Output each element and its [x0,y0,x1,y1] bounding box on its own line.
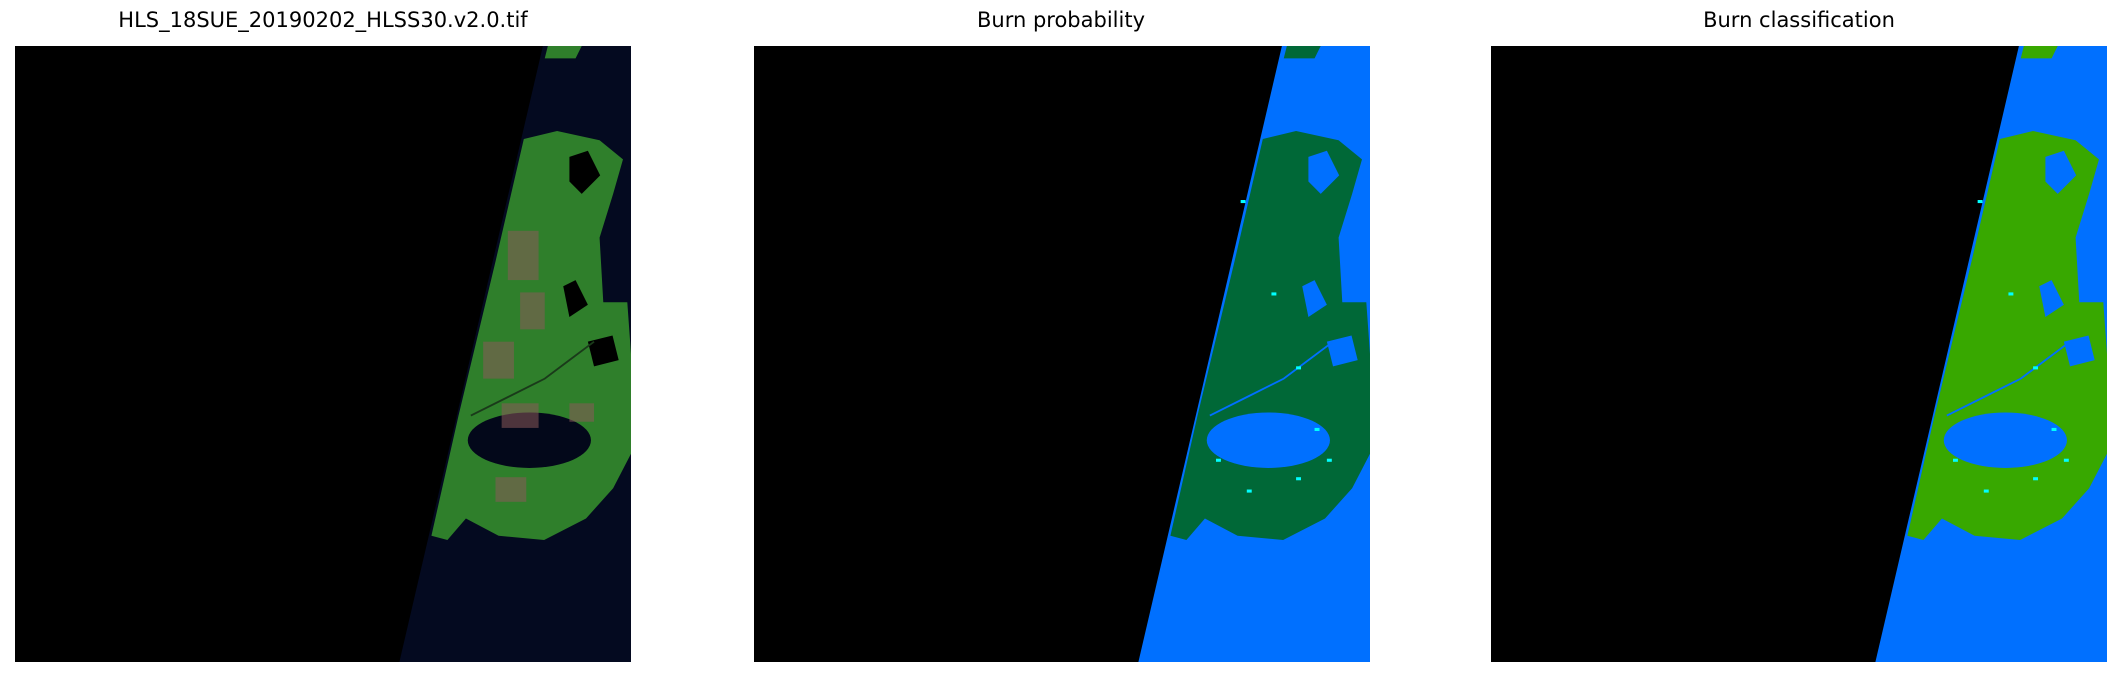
speck [1216,458,1221,462]
field-patch [507,230,539,281]
water-inlet [1302,280,1327,318]
water-inlet [1326,335,1358,367]
water-inlet [2063,335,2095,367]
field-patch [520,292,545,330]
water-inlet [563,280,588,318]
river-line [470,340,595,417]
water-inlet [1308,150,1340,194]
field-patch [495,477,527,502]
speck [2033,477,2039,481]
land-strip-top [2020,46,2058,59]
panel-2-title: Burn probability [976,8,1145,32]
lake [467,412,591,468]
speck [1240,200,1246,204]
speck [1296,477,1302,481]
water-inlet [2039,280,2064,318]
panel-1-title: HLS_18SUE_20190202_HLSS30.v2.0.tif [118,8,528,32]
speck [1326,458,1332,462]
lake [1943,412,2067,468]
land-strip-top [544,46,582,59]
burn-classification-panel [1491,46,2107,662]
speck [1271,292,1277,296]
speck [2051,427,2057,431]
lake [1206,412,1330,468]
field-patch [569,403,595,422]
speck [1296,366,1302,370]
panel-3-title: Burn classification [1703,8,1895,32]
water-inlet [587,335,619,367]
speck [1953,458,1958,462]
burn-probability-panel [754,46,1370,662]
burn-probability-map [754,46,1370,662]
speck [1983,489,1989,493]
speck [1977,200,1983,204]
speck [2033,366,2039,370]
water-inlet [569,150,601,194]
land-strip-top [1283,46,1321,59]
nodata-area [754,46,1282,662]
field-patch [483,341,514,379]
nodata-area [1491,46,2019,662]
satellite-image [15,46,631,662]
river-line [1209,340,1334,417]
river-line [1946,340,2071,417]
field-patch [501,403,539,428]
speck [1246,489,1252,493]
speck [1314,427,1320,431]
speck [2008,292,2014,296]
satellite-image-panel [15,46,631,662]
speck [2063,458,2069,462]
water-inlet [2045,150,2077,194]
burn-classification-map [1491,46,2107,662]
nodata-area [15,46,543,662]
